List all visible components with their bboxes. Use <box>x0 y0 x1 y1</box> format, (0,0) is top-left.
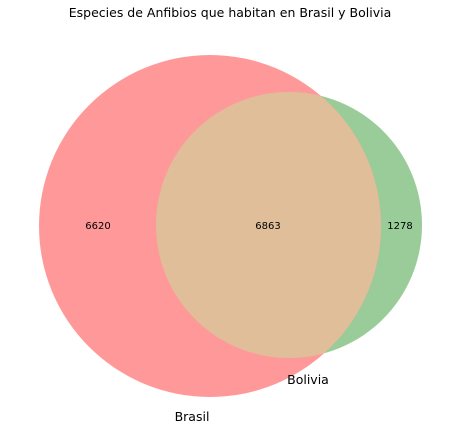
bolivia-label: Bolivia <box>287 372 329 387</box>
brasil-only-count: 6620 <box>85 221 110 232</box>
bolivia-only-count: 1278 <box>387 221 412 232</box>
chart-title: Especies de Anfibios que habitan en Bras… <box>69 5 391 20</box>
brasil-label: Brasil <box>175 409 210 424</box>
intersection-count: 6863 <box>255 221 280 232</box>
intersection-region <box>156 92 381 358</box>
